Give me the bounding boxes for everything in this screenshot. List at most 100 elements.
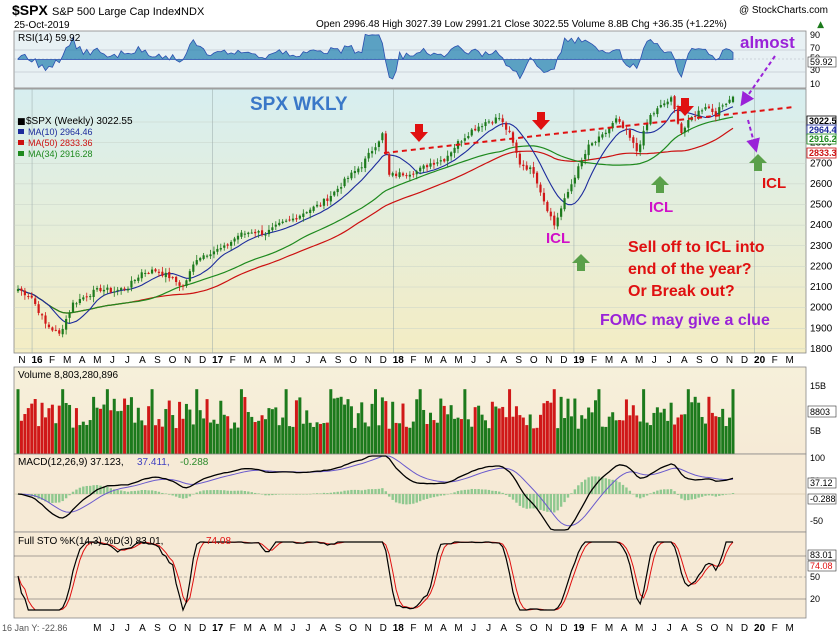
volume-bar [374, 389, 377, 454]
x-tick-label-bottom: A [139, 623, 146, 634]
candle-body [99, 287, 102, 292]
macd-histogram-bar [632, 493, 635, 495]
volume-bar [521, 417, 525, 454]
macd-histogram-bar [140, 490, 143, 494]
candle-body [718, 107, 721, 116]
ticker-exchange: INDX [178, 6, 205, 18]
volume-bar [415, 399, 419, 454]
volume-bar [123, 398, 127, 454]
candle-body [150, 269, 154, 274]
macd-histogram-bar [401, 494, 405, 505]
macd-histogram-bar [161, 492, 164, 494]
candle-body [687, 120, 690, 128]
macd-histogram-bar [377, 488, 381, 494]
volume-bar [573, 398, 577, 454]
x-tick-label-top: N [726, 355, 733, 366]
macd-histogram-bar [666, 489, 669, 494]
macd-histogram-bar [601, 477, 604, 494]
stochastic-panel: Full STO %K(14,3) %D(3) 83.01, 74.08 805… [13, 531, 837, 619]
macd-histogram-bar [412, 494, 415, 504]
candle-body [188, 271, 191, 282]
candle-body [549, 211, 552, 217]
volume-bar [583, 418, 587, 454]
volume-bar [129, 397, 133, 454]
candle-body [137, 277, 140, 281]
sto-d-label: 74.08 [206, 536, 231, 547]
macd-histogram-bar [181, 494, 185, 499]
volume-bar [291, 426, 295, 454]
volume-bar [367, 426, 371, 454]
volume-bar [398, 423, 402, 454]
candle-body [518, 153, 521, 165]
macd-histogram-bar [480, 489, 484, 494]
volume-bar [336, 397, 340, 454]
volume-bar [363, 422, 367, 454]
x-tick-label-bottom: N [365, 623, 372, 634]
volume-bar [26, 408, 30, 454]
candle-body [219, 248, 222, 250]
candle-body [192, 264, 195, 272]
volume-bar [604, 426, 608, 454]
macd-histogram-bar [130, 491, 133, 494]
volume-bar [181, 418, 185, 454]
ma10-line [17, 106, 734, 324]
price-tick-label: 2500 [810, 200, 833, 211]
candle-body [85, 296, 88, 298]
candle-body [659, 105, 662, 108]
candle-body [51, 327, 54, 331]
candle-body [649, 114, 652, 125]
volume-bar [184, 403, 188, 454]
candle-body [250, 232, 253, 234]
x-tick-label-bottom: J [652, 623, 657, 634]
candle-body [621, 121, 625, 128]
macd-histogram-bar [298, 494, 302, 495]
volume-bar [425, 423, 429, 454]
macd-histogram-bar [573, 489, 577, 494]
candle-body [147, 272, 150, 274]
volume-bar [288, 426, 292, 454]
volume-bar [64, 403, 68, 454]
volume-bar [590, 412, 594, 454]
candle-body [288, 219, 291, 221]
candle-body [226, 244, 229, 246]
volume-bar [226, 416, 230, 454]
macd-histogram-bar [704, 494, 707, 496]
candle-body [216, 248, 219, 252]
macd-histogram-bar [58, 494, 61, 503]
volume-bar [728, 417, 732, 454]
x-tick-label-bottom: D [560, 623, 567, 634]
macd-histogram-bar [64, 494, 68, 499]
volume-bar [504, 417, 508, 454]
candle-body [584, 153, 587, 160]
candle-body [298, 215, 301, 219]
candle-body [714, 111, 717, 117]
volume-bar [549, 402, 553, 454]
macd-histogram-bar [164, 493, 168, 494]
macd-histogram-bar [123, 491, 126, 494]
candle-body [484, 122, 487, 127]
macd-histogram-bar [37, 494, 40, 499]
x-tick-label-top: 20 [754, 355, 766, 366]
rsi-last-value: 59.92 [810, 57, 833, 67]
volume-bar [78, 425, 82, 454]
volume-bar [61, 389, 65, 454]
candle-body [236, 235, 240, 240]
macd-histogram-bar [143, 490, 147, 494]
candle-body [683, 127, 686, 133]
volume-bar [246, 412, 250, 454]
x-tick-label-top: 16 [31, 355, 43, 366]
volume-bar [569, 416, 573, 454]
x-tick-label-top: M [244, 355, 252, 366]
volume-bar [243, 397, 247, 454]
macd-histogram-bar [195, 492, 198, 494]
ma-legend-label: MA(10) 2964.46 [28, 127, 93, 137]
sto-k-line [17, 541, 733, 612]
macd-histogram-bar [267, 494, 271, 496]
candle-body [161, 271, 164, 276]
x-tick-label-top: F [410, 355, 416, 366]
x-tick-label-bottom: F [410, 623, 416, 634]
macd-histogram-bar [525, 494, 528, 509]
volume-bar [33, 399, 37, 454]
volume-bar [652, 412, 656, 454]
